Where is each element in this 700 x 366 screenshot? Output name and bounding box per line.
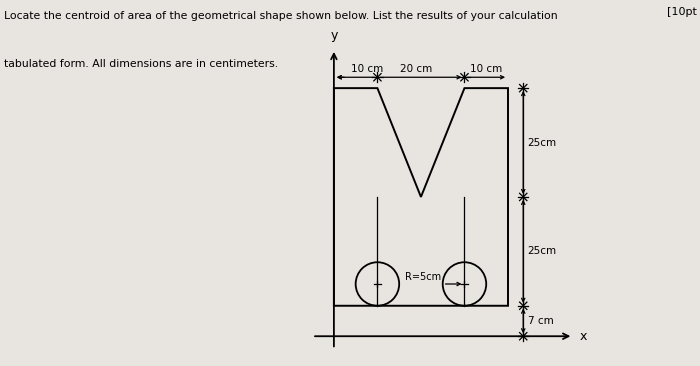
Text: y: y	[330, 29, 337, 42]
Text: 7 cm: 7 cm	[528, 316, 553, 326]
Text: x: x	[580, 330, 587, 343]
Text: tabulated form. All dimensions are in centimeters.: tabulated form. All dimensions are in ce…	[4, 59, 278, 68]
Text: 10 cm: 10 cm	[351, 64, 384, 74]
Text: 25cm: 25cm	[528, 138, 556, 147]
Text: [10pt: [10pt	[666, 7, 696, 17]
Text: 10 cm: 10 cm	[470, 64, 503, 74]
Text: R=5cm: R=5cm	[405, 272, 442, 282]
Text: Locate the centroid of area of the geometrical shape shown below. List the resul: Locate the centroid of area of the geome…	[4, 11, 557, 21]
Text: 20 cm: 20 cm	[400, 64, 433, 74]
Text: 25cm: 25cm	[528, 246, 556, 256]
